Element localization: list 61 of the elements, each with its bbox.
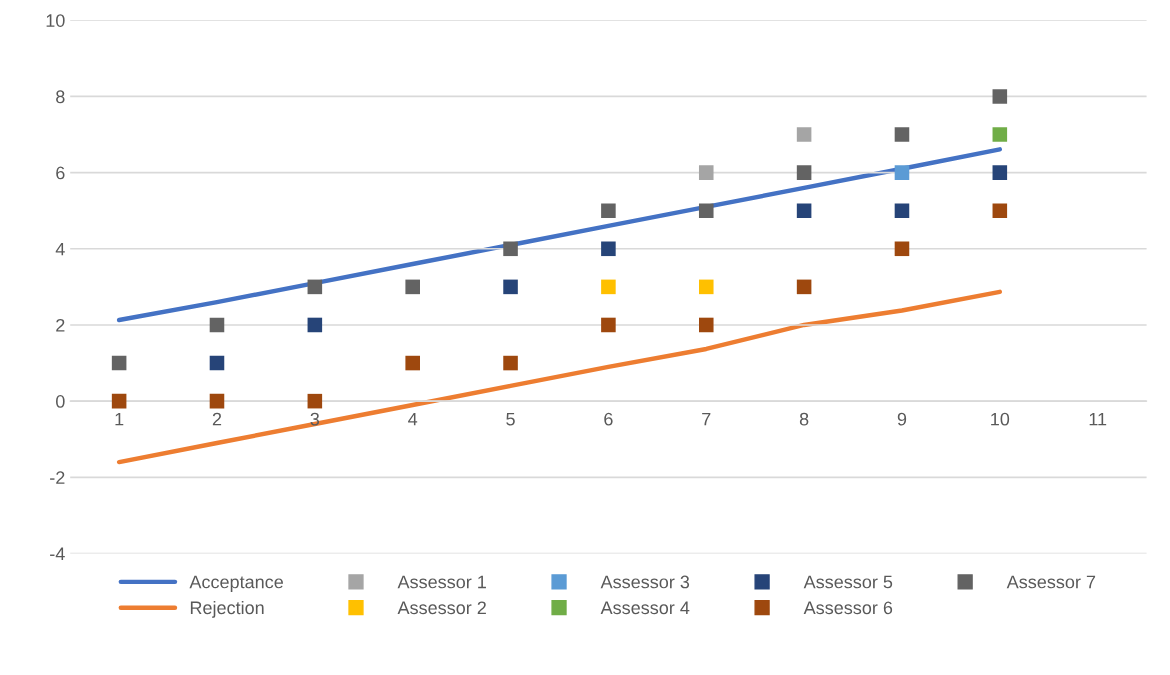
point xyxy=(894,203,910,218)
y-tick-label: 6 xyxy=(56,166,65,180)
legend-label: Rejection xyxy=(190,600,264,618)
point xyxy=(503,355,518,371)
x-tick-label: 4 xyxy=(408,412,418,426)
legend-label: Acceptance xyxy=(189,575,283,592)
legend-label: Assessor 6 xyxy=(803,601,893,615)
y-tick-label: 2 xyxy=(56,318,65,332)
line-series xyxy=(116,147,1003,323)
point xyxy=(111,355,127,371)
point xyxy=(796,165,812,180)
point xyxy=(601,241,616,257)
legend-label: Assessor 7 xyxy=(1006,575,1096,589)
y-tick-label: 4 xyxy=(55,242,65,256)
x-tick-label: 6 xyxy=(604,412,613,426)
x-tick-label: 5 xyxy=(506,412,515,426)
point xyxy=(796,203,812,218)
point xyxy=(698,165,714,180)
point xyxy=(992,165,1008,180)
point xyxy=(894,127,910,142)
y-tick-label: 8 xyxy=(56,90,65,104)
point xyxy=(503,241,518,257)
y-tick-label: -4 xyxy=(50,547,65,561)
point xyxy=(894,241,910,257)
x-tick-label: 10 xyxy=(991,412,1010,426)
legend-label: Assessor 1 xyxy=(397,575,486,589)
point xyxy=(698,317,714,333)
legend-label: Assessor 2 xyxy=(397,601,486,615)
y-tick-label: 0 xyxy=(56,395,65,408)
legend-label: Assessor 3 xyxy=(600,575,690,589)
point xyxy=(503,279,518,295)
x-tick-label: 11 xyxy=(1089,412,1107,426)
point xyxy=(209,317,225,333)
point xyxy=(698,279,714,295)
x-tick-label: 7 xyxy=(702,412,711,426)
point xyxy=(992,89,1008,104)
point xyxy=(601,203,616,218)
point xyxy=(307,279,323,295)
point xyxy=(796,279,812,295)
legend-label: Assessor 5 xyxy=(803,575,893,589)
x-tick-label: 1 xyxy=(115,412,124,426)
x-tick-label: 2 xyxy=(212,412,222,426)
point xyxy=(405,355,420,371)
point xyxy=(698,203,714,218)
point xyxy=(209,355,225,371)
legend-label: Assessor 4 xyxy=(600,601,690,615)
point xyxy=(405,279,420,295)
point xyxy=(992,127,1008,142)
point xyxy=(601,317,616,333)
point xyxy=(601,279,616,295)
point xyxy=(209,393,225,409)
point xyxy=(894,165,910,180)
point xyxy=(796,127,812,142)
y-tick-label: 10 xyxy=(46,14,65,27)
point xyxy=(111,393,127,409)
y-tick-label: -2 xyxy=(50,471,65,484)
x-tick-label: 9 xyxy=(897,412,907,426)
x-tick-label: 8 xyxy=(799,412,809,426)
point xyxy=(307,317,323,333)
point xyxy=(307,393,323,409)
point xyxy=(992,203,1008,218)
